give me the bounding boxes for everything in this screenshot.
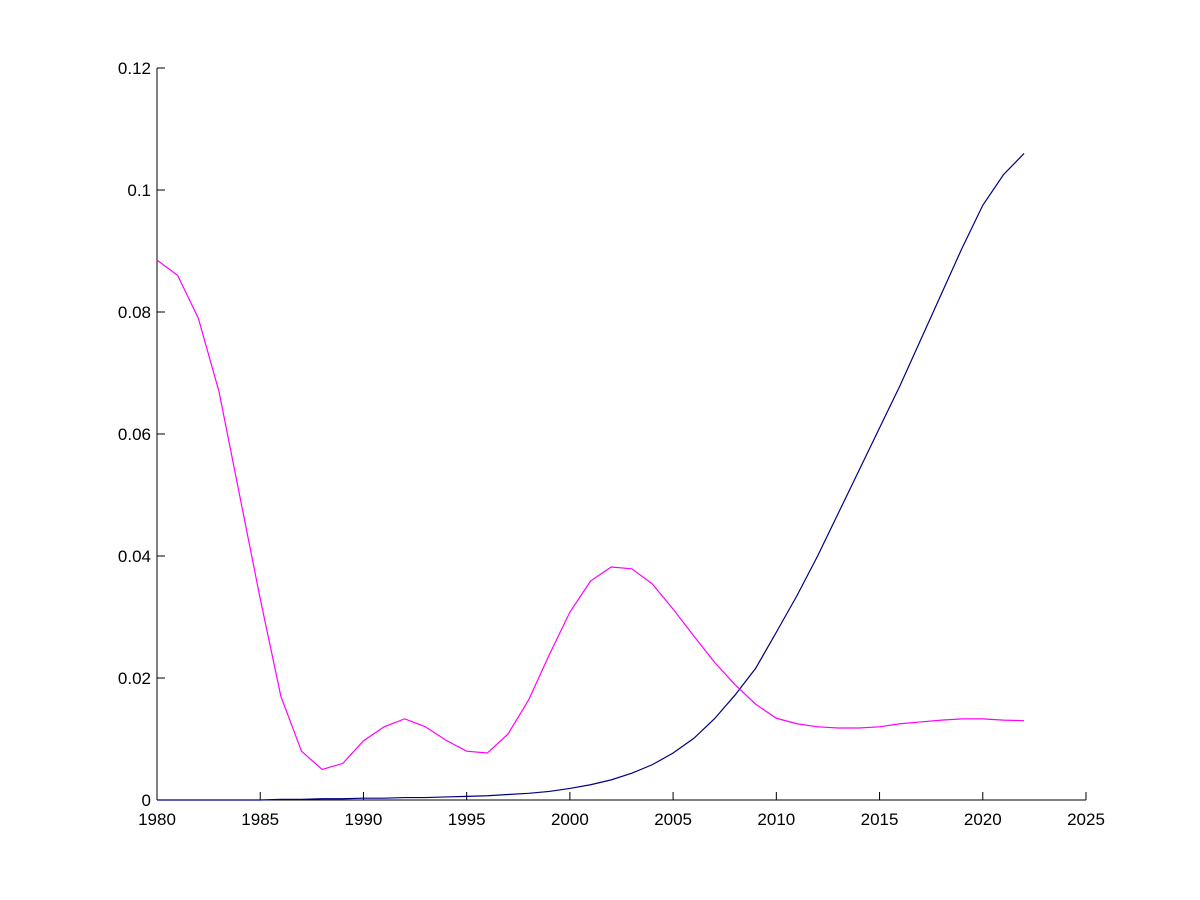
x-tick-label: 1990 xyxy=(345,810,383,829)
y-tick-label: 0.02 xyxy=(118,669,151,688)
y-tick-label: 0.06 xyxy=(118,425,151,444)
x-tick-label: 2020 xyxy=(964,810,1002,829)
y-tick-label: 0 xyxy=(142,791,151,810)
y-tick-label: 0.04 xyxy=(118,547,151,566)
x-tick-label: 2025 xyxy=(1067,810,1105,829)
x-tick-label: 1980 xyxy=(138,810,176,829)
series-line xyxy=(157,152,1025,801)
x-tick-label: 1985 xyxy=(241,810,279,829)
y-tick-label: 0.1 xyxy=(127,181,151,200)
x-tick-label: 2010 xyxy=(757,810,795,829)
series-line xyxy=(156,259,1025,771)
x-tick-label: 2000 xyxy=(551,810,589,829)
y-tick-label: 0.12 xyxy=(118,59,151,78)
x-tick-label: 2015 xyxy=(861,810,899,829)
x-tick-label: 2005 xyxy=(654,810,692,829)
y-tick-label: 0.08 xyxy=(118,303,151,322)
x-tick-label: 1995 xyxy=(448,810,486,829)
